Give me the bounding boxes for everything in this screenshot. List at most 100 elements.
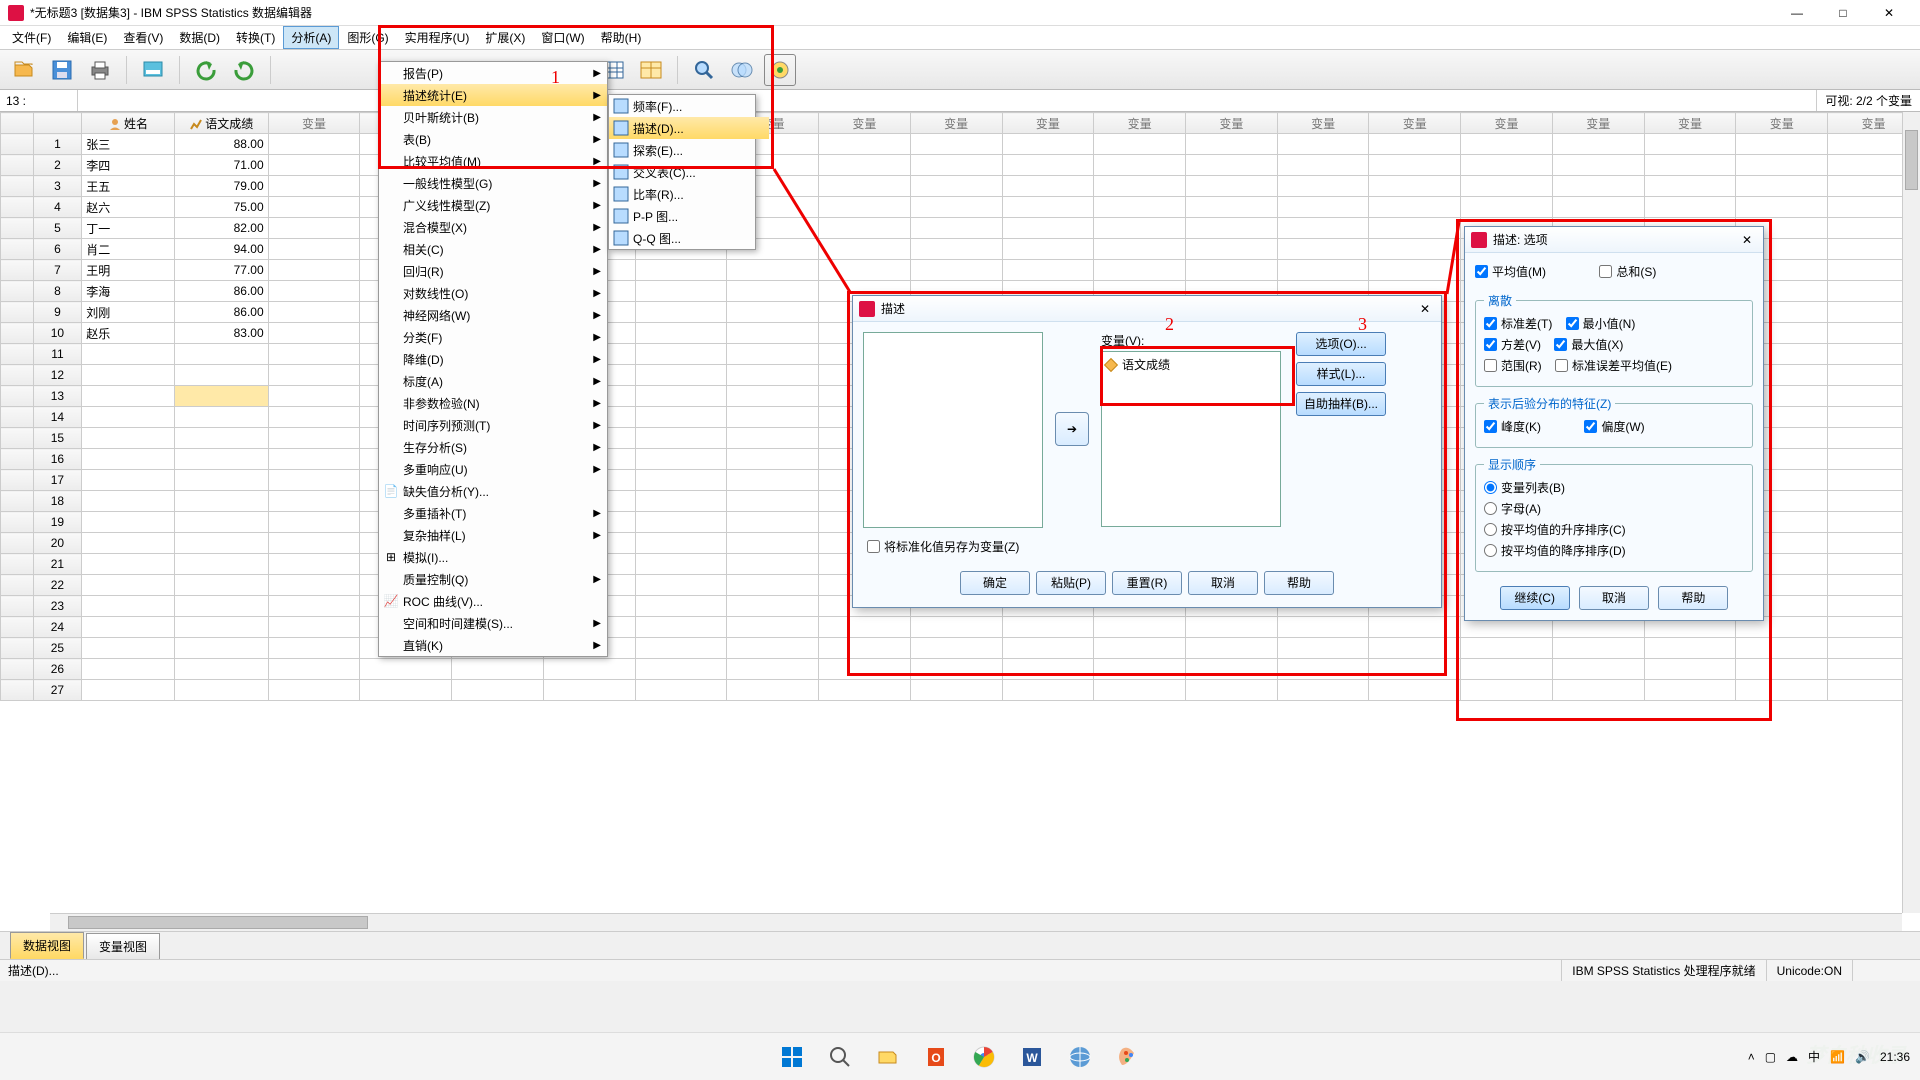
print-icon[interactable] <box>84 54 116 86</box>
analyze-item[interactable]: 表(B)▶ <box>379 128 607 150</box>
analyze-item[interactable]: 复杂抽样(L)▶ <box>379 524 607 546</box>
paint-icon[interactable] <box>1108 1037 1148 1077</box>
data-view-tab[interactable]: 数据视图 <box>10 932 84 959</box>
cell-name[interactable]: 肖二 <box>82 239 175 260</box>
options-dialog-close[interactable]: ✕ <box>1737 231 1757 249</box>
cell-score[interactable]: 83.00 <box>174 323 268 344</box>
max-checkbox[interactable]: 最大值(X) <box>1554 336 1623 353</box>
tray-chevron-icon[interactable]: ˄ <box>1748 1050 1755 1064</box>
dialog-close-button[interactable]: ✕ <box>1415 300 1435 318</box>
bootstrap-button[interactable]: 自助抽样(B)... <box>1296 392 1386 416</box>
analyze-item[interactable]: 生存分析(S)▶ <box>379 436 607 458</box>
menu-0[interactable]: 文件(F) <box>4 26 59 49</box>
analyze-menu[interactable]: 报告(P)▶描述统计(E)▶贝叶斯统计(B)▶表(B)▶比较平均值(M)▶一般线… <box>378 61 608 657</box>
cell-name[interactable]: 李四 <box>82 155 175 176</box>
cell-name[interactable]: 刘刚 <box>82 302 175 323</box>
explorer-icon[interactable] <box>868 1037 908 1077</box>
sum-checkbox[interactable]: 总和(S) <box>1599 263 1656 280</box>
vertical-scrollbar[interactable] <box>1902 112 1920 913</box>
analyze-item[interactable]: 📈ROC 曲线(V)... <box>379 590 607 612</box>
analyze-item[interactable]: 对数线性(O)▶ <box>379 282 607 304</box>
dialog-button[interactable]: 重置(R) <box>1112 571 1182 595</box>
analyze-item[interactable]: 降维(D)▶ <box>379 348 607 370</box>
order-varlist-radio[interactable]: 变量列表(B) <box>1484 479 1565 496</box>
analyze-item[interactable]: 标度(A)▶ <box>379 370 607 392</box>
globe-icon[interactable] <box>1060 1037 1100 1077</box>
menu-9[interactable]: 窗口(W) <box>533 26 592 49</box>
describe-dialog[interactable]: 描述 ✕ ➔ 变量(V): 语文成绩 选项(O)... 样式(L)... 自助抽… <box>852 295 1442 608</box>
menu-3[interactable]: 数据(D) <box>171 26 228 49</box>
analyze-item[interactable]: 📄缺失值分析(Y)... <box>379 480 607 502</box>
var-checkbox[interactable]: 方差(V) <box>1484 336 1541 353</box>
order-asc-radio[interactable]: 按平均值的升序排序(C) <box>1484 521 1626 538</box>
tray-network-icon[interactable]: 📶 <box>1830 1050 1845 1064</box>
analyze-item[interactable]: 比较平均值(M)▶ <box>379 150 607 172</box>
analyze-item[interactable]: 多重插补(T)▶ <box>379 502 607 524</box>
menu-4[interactable]: 转换(T) <box>228 26 283 49</box>
redo-icon[interactable] <box>228 54 260 86</box>
tray-cloud-icon[interactable]: ☁ <box>1786 1050 1798 1064</box>
target-variable-list[interactable]: 语文成绩 <box>1101 351 1281 527</box>
order-alpha-radio[interactable]: 字母(A) <box>1484 500 1541 517</box>
maximize-button[interactable]: □ <box>1820 0 1866 26</box>
analyze-item[interactable]: 质量控制(Q)▶ <box>379 568 607 590</box>
desc-item[interactable]: 交叉表(C)... <box>609 161 769 183</box>
menu-5[interactable]: 分析(A) <box>283 26 339 49</box>
skewness-checkbox[interactable]: 偏度(W) <box>1584 418 1644 435</box>
analyze-item[interactable]: 回归(R)▶ <box>379 260 607 282</box>
undo-icon[interactable] <box>190 54 222 86</box>
search-icon[interactable] <box>820 1037 860 1077</box>
analyze-item[interactable]: 混合模型(X)▶ <box>379 216 607 238</box>
word-icon[interactable]: W <box>1012 1037 1052 1077</box>
open-icon[interactable] <box>8 54 40 86</box>
menu-8[interactable]: 扩展(X) <box>477 26 533 49</box>
desc-item[interactable]: 探索(E)... <box>609 139 769 161</box>
target-icon[interactable] <box>764 54 796 86</box>
menu-7[interactable]: 实用程序(U) <box>397 26 478 49</box>
dialog-button[interactable]: 取消 <box>1188 571 1258 595</box>
horizontal-scrollbar[interactable] <box>50 913 1902 931</box>
cell-score[interactable]: 77.00 <box>174 260 268 281</box>
menu-2[interactable]: 查看(V) <box>115 26 171 49</box>
analyze-item[interactable]: 广义线性模型(Z)▶ <box>379 194 607 216</box>
move-right-button[interactable]: ➔ <box>1055 412 1089 446</box>
desc-item[interactable]: 描述(D)... <box>609 117 769 139</box>
save-z-checkbox[interactable]: 将标准化值另存为变量(Z) <box>867 538 1019 555</box>
options-dialog[interactable]: 描述: 选项 ✕ 平均值(M) 总和(S) 离散 标准差(T) 最小值(N) 方… <box>1464 226 1764 621</box>
analyze-item[interactable]: 相关(C)▶ <box>379 238 607 260</box>
desc-item[interactable]: 频率(F)... <box>609 95 769 117</box>
range-checkbox[interactable]: 范围(R) <box>1484 357 1542 374</box>
style-button[interactable]: 样式(L)... <box>1296 362 1386 386</box>
menu-1[interactable]: 编辑(E) <box>59 26 115 49</box>
cell-name[interactable]: 赵六 <box>82 197 175 218</box>
cell-score[interactable]: 82.00 <box>174 218 268 239</box>
save-icon[interactable] <box>46 54 78 86</box>
sem-checkbox[interactable]: 标准误差平均值(E) <box>1555 357 1672 374</box>
menu-10[interactable]: 帮助(H) <box>593 26 650 49</box>
cell-score[interactable]: 75.00 <box>174 197 268 218</box>
taskbar[interactable]: O W ˄ ▢ ☁ 中 📶 🔊 21:36 <box>0 1032 1920 1080</box>
cell-name[interactable]: 丁一 <box>82 218 175 239</box>
office-icon[interactable]: O <box>916 1037 956 1077</box>
start-icon[interactable] <box>772 1037 812 1077</box>
minimize-button[interactable]: — <box>1774 0 1820 26</box>
tray-onedrive-icon[interactable]: ▢ <box>1765 1050 1776 1064</box>
cell-score[interactable]: 88.00 <box>174 134 268 155</box>
tray-time[interactable]: 21:36 <box>1880 1050 1910 1064</box>
grid2-icon[interactable] <box>635 54 667 86</box>
cell-name[interactable]: 王明 <box>82 260 175 281</box>
close-button[interactable]: ✕ <box>1866 0 1912 26</box>
analyze-item[interactable]: 直销(K)▶ <box>379 634 607 656</box>
analyze-item[interactable]: 描述统计(E)▶ <box>379 84 607 106</box>
analyze-item[interactable]: 空间和时间建模(S)...▶ <box>379 612 607 634</box>
chrome-icon[interactable] <box>964 1037 1004 1077</box>
cell-score[interactable]: 86.00 <box>174 281 268 302</box>
analyze-item[interactable]: 多重响应(U)▶ <box>379 458 607 480</box>
menu-6[interactable]: 图形(G) <box>339 26 396 49</box>
order-desc-radio[interactable]: 按平均值的降序排序(D) <box>1484 542 1626 559</box>
recall-dialog-icon[interactable] <box>137 54 169 86</box>
cell-score[interactable]: 71.00 <box>174 155 268 176</box>
cell-name[interactable]: 王五 <box>82 176 175 197</box>
cell-score[interactable]: 86.00 <box>174 302 268 323</box>
cancel-button[interactable]: 取消 <box>1579 586 1649 610</box>
